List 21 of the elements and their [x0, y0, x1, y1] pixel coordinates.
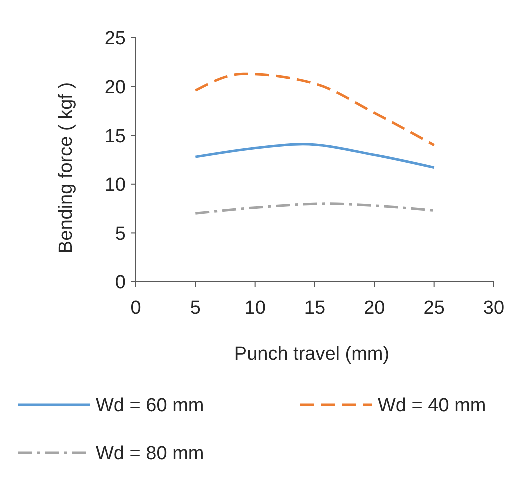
line-series	[194, 202, 436, 215]
x-axis-title: Punch travel (mm)	[234, 344, 390, 365]
y-tick-label: 10	[104, 175, 126, 196]
line-series	[194, 143, 436, 170]
legend-label: Wd = 60 mm	[96, 396, 204, 417]
y-tick-label: 0	[115, 272, 126, 294]
y-tick-label: 5	[115, 224, 126, 245]
y-tick-label: 15	[104, 126, 126, 148]
x-tick-label: 15	[304, 298, 326, 319]
legend-label: Wd = 40 mm	[378, 396, 486, 417]
y-axis-title: Bending force ( kgf )	[56, 82, 77, 254]
x-tick-label: 20	[364, 298, 386, 319]
y-tick-label: 20	[104, 77, 126, 98]
x-tick-label: 0	[130, 298, 142, 319]
x-tick-label: 30	[483, 298, 505, 319]
legend-label: Wd = 80 mm	[96, 444, 204, 465]
y-tick-label: 25	[104, 28, 126, 50]
x-tick-label: 5	[190, 298, 201, 319]
x-tick-label: 10	[244, 298, 266, 319]
x-tick-label: 25	[424, 298, 445, 319]
line-series	[194, 72, 436, 147]
